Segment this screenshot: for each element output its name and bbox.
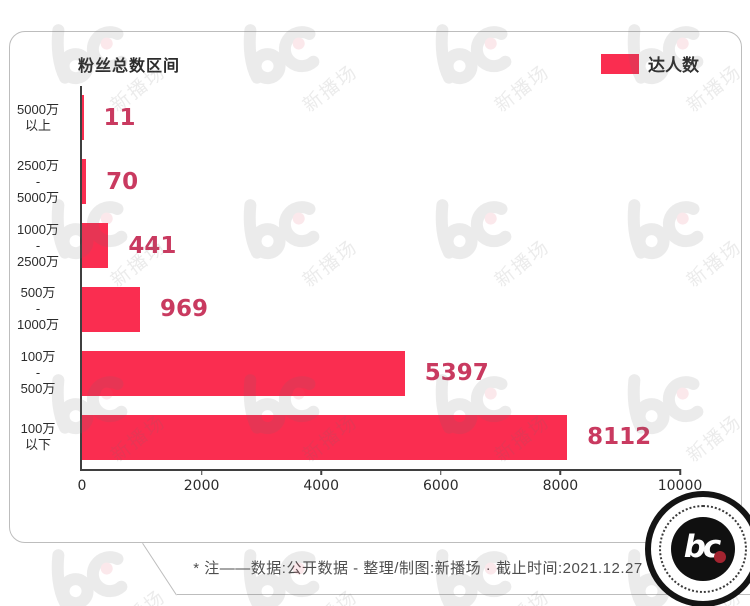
bar-row: 500万 -1000万 969 [17,277,680,341]
x-tick-label: 8000 [542,478,579,494]
x-tick-label: 2000 [183,478,220,494]
category-label: 100万 -500万 [2,349,74,397]
bar-row: 100万 以下 8112 [21,405,680,469]
category-label-line: 2500万 [17,253,59,269]
bar-row: 100万 -500万 5397 [21,341,680,405]
footer-note: * 注——数据:公开数据 - 整理/制图:新播场 · 截止时间:2021.12.… [193,560,643,577]
plot-area: 5000万 以上 11 2500万 -5000万 70 1000万 -2500万 441 500万… [17,86,702,494]
bar [82,95,84,141]
category-label-line: 500万 [20,381,56,397]
category-label-line: 1000万 [17,317,59,333]
logo-red-dot [714,551,726,563]
bar [82,159,87,205]
chart-card: 粉丝总数区间 达人数 5000万 以上 11 2500万 -5000万 70 1000万 -2… [9,31,742,543]
category-label-line: 500万 [20,285,56,301]
chart-axis-title: 粉丝总数区间 [78,58,181,75]
logo-disc: bc [671,517,735,581]
watermark-text: 新播场 [104,582,170,606]
value-label: 5397 [424,360,489,387]
category-label: 500万 -1000万 [2,285,74,333]
category-label-line: - [35,237,41,253]
x-tick-label: 0 [77,478,87,494]
value-label: 441 [128,232,177,259]
category-label-line: 5000万 [17,189,59,205]
category-label-line: 以上 [24,117,51,133]
legend-label: 达人数 [648,56,699,75]
bar [82,223,109,269]
category-label-line: 100万 [20,349,56,365]
bc-watermark-glyph [51,549,128,606]
category-label-line: - [35,365,41,381]
x-tick [320,469,322,475]
value-label: 70 [106,168,139,195]
bar [82,350,405,396]
bar-row: 1000万 -2500万 441 [17,214,680,278]
x-tick-label: 4000 [303,478,340,494]
category-label-line: 100万 [20,421,56,437]
value-label: 11 [103,104,136,131]
category-label-line: 1000万 [17,221,59,237]
x-tick-label: 6000 [422,478,459,494]
x-tick [559,469,562,475]
x-tick-label: 10000 [657,478,703,494]
category-label-line: 5000万 [17,101,59,117]
legend-swatch [601,53,639,74]
x-tick [679,469,681,475]
category-label-line: - [35,301,41,317]
x-tick [200,469,203,475]
category-label-line: 2500万 [17,157,59,173]
logo-text: bc [683,529,722,565]
logo-dotted-ring: bc [659,505,747,593]
category-label: 5000万 以上 [2,102,74,134]
bar [82,286,140,332]
brand-logo: bc [645,491,750,606]
legend: 达人数 [601,51,699,76]
category-label: 100万 以下 [2,421,74,453]
value-label: 969 [159,296,208,323]
footer-bottom-line [177,594,750,595]
bar-row: 2500万 -5000万 70 [17,150,680,214]
x-tick [440,469,442,475]
category-label: 1000万 -2500万 [2,222,74,270]
bar-row: 5000万 以上 11 [17,86,680,150]
bar [82,414,568,460]
value-label: 8112 [587,424,652,451]
category-label-line: - [35,173,41,189]
category-label: 2500万 -5000万 [2,158,74,206]
category-label-line: 以下 [24,437,51,453]
